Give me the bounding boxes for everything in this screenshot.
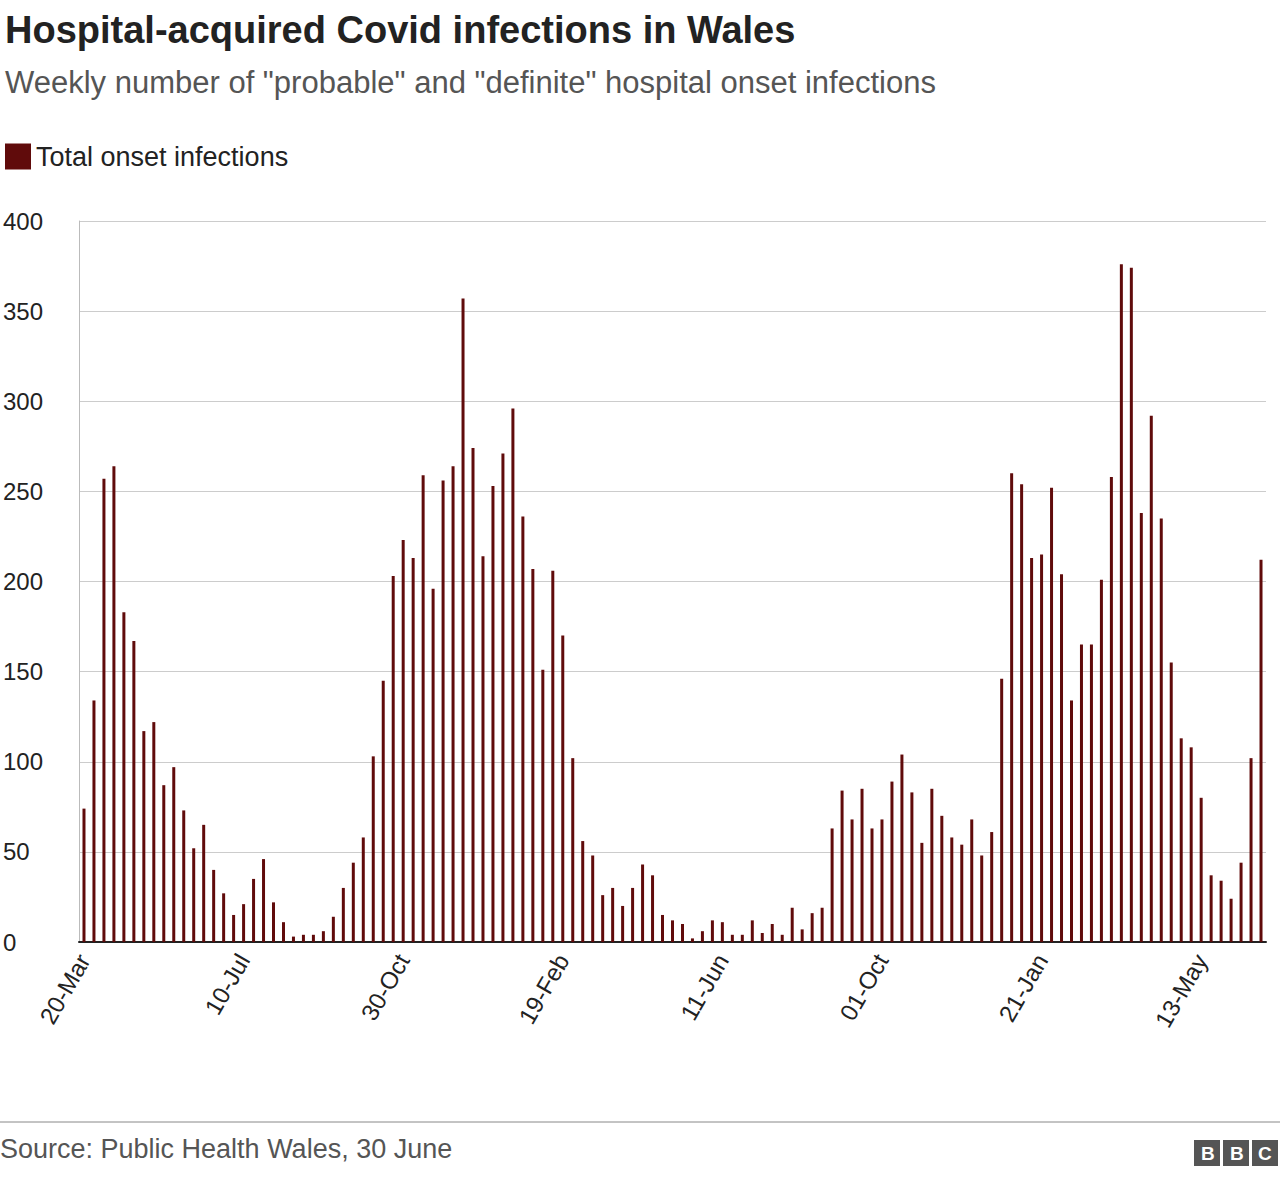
svg-text:21-Jan: 21-Jan: [993, 949, 1053, 1026]
svg-text:01-Oct: 01-Oct: [834, 949, 894, 1025]
svg-text:C: C: [1258, 1143, 1272, 1164]
svg-text:B: B: [1201, 1143, 1215, 1164]
svg-text:150: 150: [3, 658, 43, 685]
svg-text:300: 300: [3, 388, 43, 415]
svg-text:30-Oct: 30-Oct: [355, 949, 415, 1025]
svg-text:50: 50: [3, 838, 30, 865]
svg-text:11-Jun: 11-Jun: [675, 949, 734, 1024]
svg-text:Weekly number of "probable" an: Weekly number of "probable" and "definit…: [5, 65, 936, 100]
svg-text:250: 250: [3, 478, 43, 505]
svg-text:Hospital-acquired Covid infect: Hospital-acquired Covid infections in Wa…: [5, 9, 795, 51]
svg-text:350: 350: [3, 298, 43, 325]
svg-text:B: B: [1230, 1143, 1244, 1164]
svg-text:400: 400: [3, 208, 43, 235]
svg-text:Source: Public Health Wales, 3: Source: Public Health Wales, 30 June: [0, 1134, 452, 1164]
svg-text:10-Jul: 10-Jul: [199, 949, 255, 1019]
svg-text:19-Feb: 19-Feb: [513, 949, 574, 1028]
svg-text:13-May: 13-May: [1149, 949, 1212, 1032]
svg-text:0: 0: [3, 929, 16, 956]
svg-text:100: 100: [3, 748, 43, 775]
svg-text:200: 200: [3, 568, 43, 595]
svg-text:Total onset infections: Total onset infections: [36, 142, 288, 172]
svg-text:20-Mar: 20-Mar: [34, 949, 95, 1028]
